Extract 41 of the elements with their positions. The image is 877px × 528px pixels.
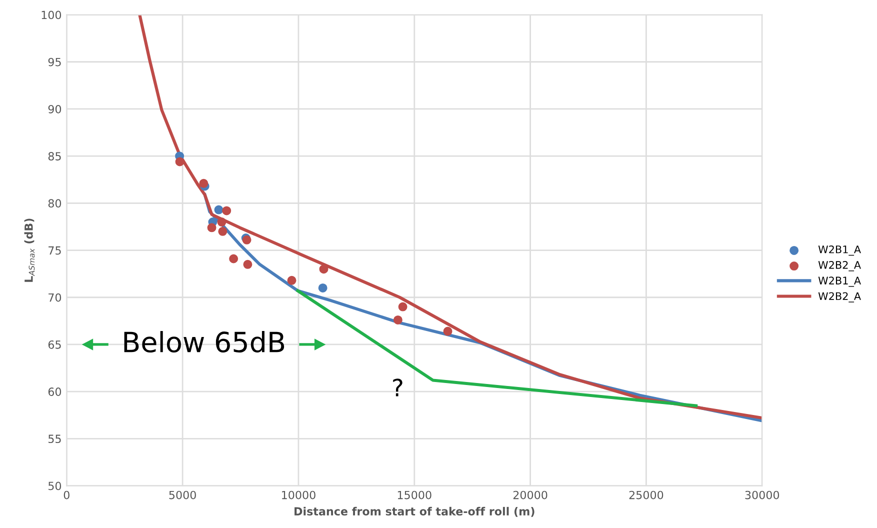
legend-label: W2B2_A xyxy=(818,261,861,272)
x-tick-label: 10000 xyxy=(282,490,316,500)
x-tick-label: 5000 xyxy=(169,490,196,500)
point xyxy=(243,260,252,269)
y-tick-label: 70 xyxy=(48,293,62,302)
y-tick-label: 95 xyxy=(48,58,61,66)
x-axis-title: Distance from start of take-off roll (m) xyxy=(294,506,534,517)
point xyxy=(218,226,228,236)
x-tick-label: 25000 xyxy=(629,490,664,500)
x-tick-label: 0 xyxy=(64,490,70,500)
point xyxy=(287,276,296,285)
point xyxy=(393,315,402,324)
x-tick-label: 20000 xyxy=(513,490,548,500)
y-tick-label: 85 xyxy=(48,152,61,160)
y-tick-label: 100 xyxy=(42,10,62,20)
point xyxy=(222,206,232,216)
y-tick-label: 60 xyxy=(48,388,62,396)
annotation: Below 65dB xyxy=(124,331,284,353)
point xyxy=(443,326,452,336)
point xyxy=(214,205,224,214)
legend-label: W2B1_A xyxy=(818,276,861,287)
y-tick-label: 50 xyxy=(48,482,62,490)
point xyxy=(199,178,208,188)
legend-label: W2B2_A xyxy=(818,292,861,302)
point xyxy=(229,254,238,264)
x-tick-label: 15000 xyxy=(398,490,432,500)
point xyxy=(398,302,408,312)
y-tick-label: 90 xyxy=(48,104,62,114)
x-tick-label: 30000 xyxy=(745,490,780,500)
point xyxy=(217,218,226,227)
y-tick-label: 75 xyxy=(48,246,61,255)
y-tick-label: 80 xyxy=(48,199,62,208)
point xyxy=(318,283,328,292)
point xyxy=(175,157,184,166)
point xyxy=(207,223,216,232)
y-tick-label: 55 xyxy=(48,434,61,444)
legend-label: W2B1_A xyxy=(818,245,861,256)
y-axis-title: L$_{ASmax}$ (dB) xyxy=(24,218,35,282)
annotation: ? xyxy=(393,378,402,396)
y-tick-label: 65 xyxy=(48,340,61,349)
point xyxy=(319,264,328,274)
